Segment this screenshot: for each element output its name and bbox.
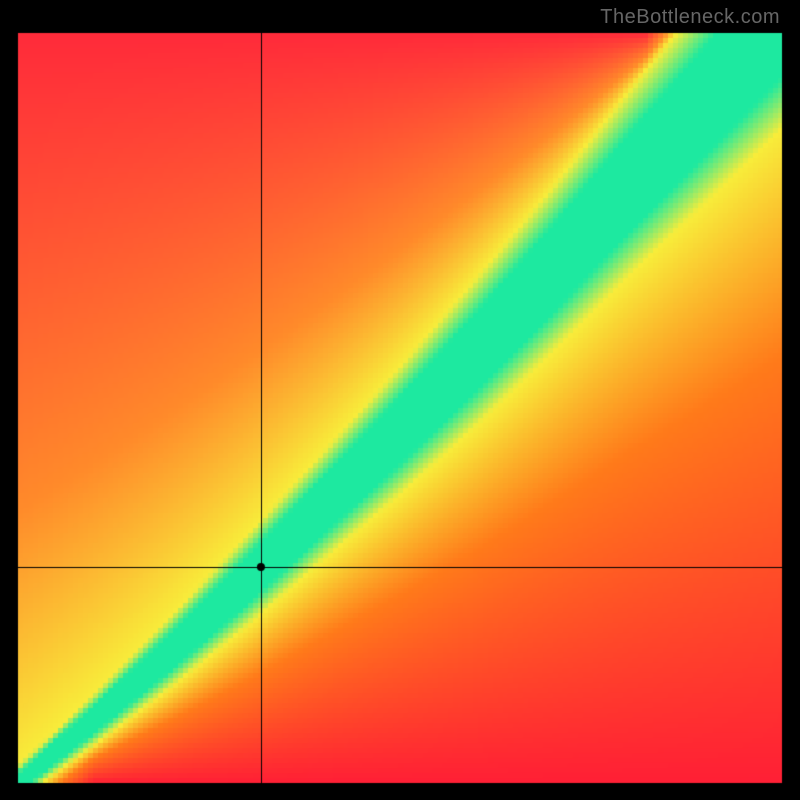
chart-container: TheBottleneck.com <box>0 0 800 800</box>
bottleneck-heatmap <box>0 0 800 800</box>
watermark-text: TheBottleneck.com <box>600 6 780 29</box>
